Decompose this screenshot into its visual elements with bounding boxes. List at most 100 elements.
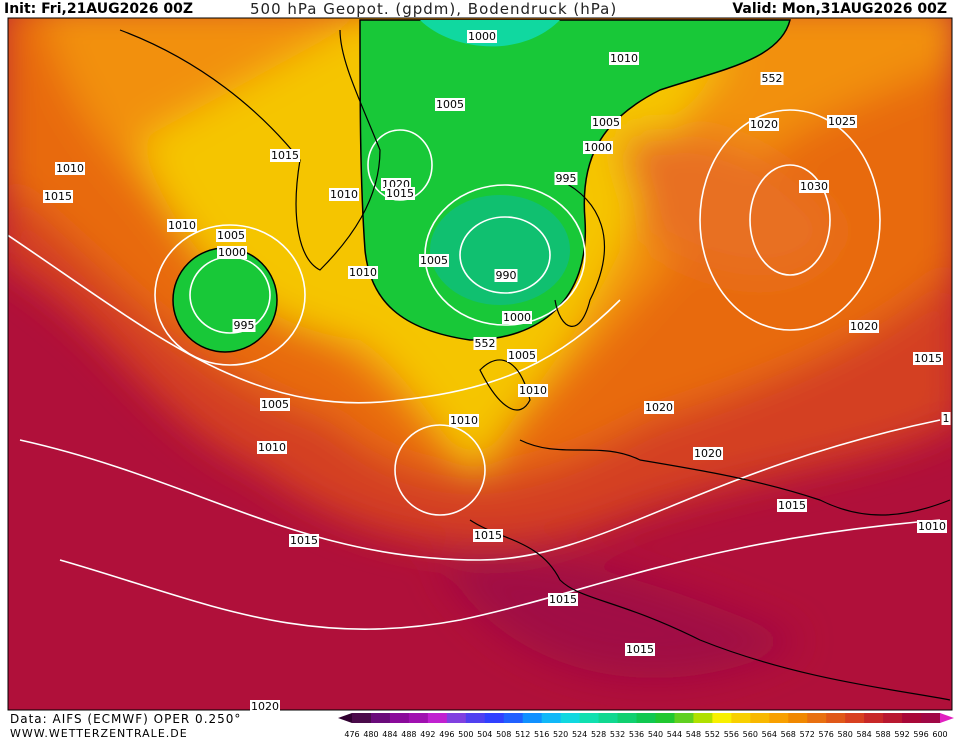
colorbar-swatch	[921, 713, 941, 723]
isobar-label: 1010	[519, 384, 547, 397]
colorbar-swatch	[902, 713, 922, 723]
colorbar-swatch	[807, 713, 827, 723]
colorbar-swatch	[674, 713, 694, 723]
colorbar-swatch	[408, 713, 429, 723]
colorbar: 476 480 484 488 492 496 500 504 508 512 516 520 524 5…	[338, 713, 954, 739]
colorbar-swatch	[826, 713, 846, 723]
label-box	[473, 337, 497, 350]
colorbar-label: 556	[724, 730, 739, 739]
colorbar-label: 540	[648, 730, 663, 739]
label-box	[289, 534, 319, 547]
label-box	[232, 319, 256, 332]
isobar-label: 1010	[349, 266, 377, 279]
colorbar-label: 596	[913, 730, 928, 739]
isobar-label: 1015	[386, 187, 414, 200]
colorbar-label: 528	[591, 730, 606, 739]
colorbar-label: 504	[477, 730, 492, 739]
colorbar-swatch	[655, 713, 675, 723]
isobar-label: 1015	[474, 529, 502, 542]
colorbar-swatch	[465, 713, 486, 723]
isobar-label: 1005	[592, 116, 620, 129]
label-box	[494, 269, 518, 282]
isobar-label: 1010	[330, 188, 358, 201]
isobar-label: 1010	[56, 162, 84, 175]
colorbar-swatch	[617, 713, 638, 723]
isobar-label: 1005	[420, 254, 448, 267]
colorbar-swatch	[352, 713, 372, 723]
label-box	[250, 700, 280, 713]
isobar-label: 1010	[450, 414, 478, 427]
colorbar-swatch	[484, 713, 505, 723]
isobar-label: 995	[234, 319, 255, 332]
isobar-label: 1020	[750, 118, 778, 131]
label-box	[435, 98, 465, 111]
label-box	[749, 118, 779, 131]
label-box	[167, 219, 197, 232]
colorbar-swatch	[503, 713, 524, 723]
colorbar-label: 592	[894, 730, 909, 739]
isobar-labels: 1000 1010 552 1005 1005 1020 1025 1010 1015 1000 1…	[43, 30, 951, 713]
colorbar-label: 568	[781, 730, 796, 739]
colorbar-label: 584	[856, 730, 871, 739]
colorbar-label: 524	[572, 730, 587, 739]
colorbar-label: 512	[515, 730, 530, 739]
label-box	[507, 349, 537, 362]
label-box	[502, 311, 532, 324]
isobar-label: 1015	[778, 499, 806, 512]
isobar-label: 1000	[218, 246, 246, 259]
colorbar-swatch	[522, 713, 543, 723]
init-time: Init: Fri,21AUG2026 00Z	[4, 1, 194, 17]
colorbar-swatch	[712, 713, 732, 723]
colorbar-swatch	[788, 713, 808, 723]
label-box	[583, 141, 613, 154]
isobar-label: 1005	[508, 349, 536, 362]
label-box	[217, 246, 247, 259]
colorbar-label: 480	[363, 730, 378, 739]
label-box	[917, 520, 947, 533]
colorbar-label: 536	[629, 730, 644, 739]
label-box	[777, 499, 807, 512]
isobar-label: 1000	[584, 141, 612, 154]
isobar-label: 1015	[914, 352, 942, 365]
colorbar-label: 516	[534, 730, 549, 739]
colorbar-swatch	[864, 713, 884, 723]
isobar-label: 1020	[251, 700, 279, 713]
isobar-label: 1015	[549, 593, 577, 606]
colorbar-swatch	[750, 713, 770, 723]
label-box	[348, 266, 378, 279]
label-box	[518, 384, 548, 397]
map-title: 500 hPa Geopot. (gpdm), Bodendruck (hPa)	[250, 0, 618, 18]
colorbar-swatch	[427, 713, 448, 723]
colorbar-label: 488	[401, 730, 416, 739]
isobar-label: 552	[762, 72, 783, 85]
label-box	[799, 180, 829, 193]
colorbar-label: 544	[667, 730, 682, 739]
label-box	[760, 72, 784, 85]
colorbar-label: 548	[686, 730, 701, 739]
valid-time: Valid: Mon,31AUG2026 00Z	[732, 1, 947, 17]
label-box	[467, 30, 497, 43]
label-box	[270, 149, 300, 162]
label-box	[43, 190, 73, 203]
label-box	[419, 254, 449, 267]
label-box	[554, 172, 578, 185]
isobar-label: 1000	[468, 30, 496, 43]
isobar-label: 1015	[44, 190, 72, 203]
label-box	[827, 115, 857, 128]
colorbar-swatch	[598, 713, 619, 723]
label-box	[385, 187, 415, 200]
label-box	[329, 188, 359, 201]
colorbar-label: 496	[439, 730, 454, 739]
colorbar-label: 508	[496, 730, 511, 739]
colorbar-swatch	[370, 713, 391, 723]
label-box	[693, 447, 723, 460]
colorbar-label: 600	[932, 730, 947, 739]
isobar-label: 990	[496, 269, 517, 282]
colorbar-swatch	[845, 713, 865, 723]
label-box	[609, 52, 639, 65]
colorbar-label: 576	[819, 730, 834, 739]
colorbar-swatch	[446, 713, 467, 723]
colorbar-label: 476	[344, 730, 359, 739]
isobar-label: 1010	[168, 219, 196, 232]
